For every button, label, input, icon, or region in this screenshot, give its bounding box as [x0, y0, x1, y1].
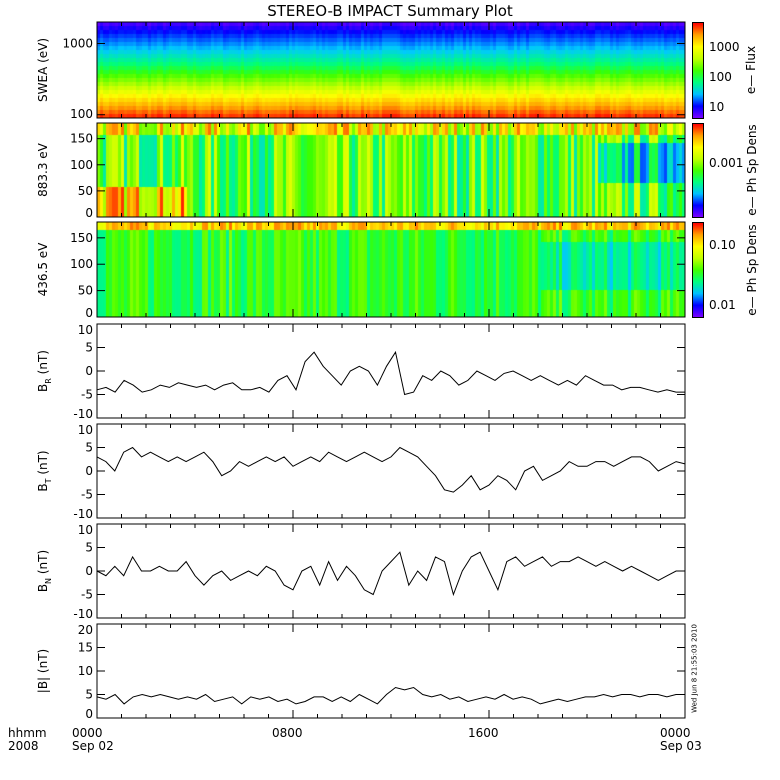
panel-frame: [96, 523, 686, 619]
y-tick-label: -5: [81, 488, 93, 502]
panel-frame: [96, 323, 686, 419]
y-tick-label: 10: [78, 664, 93, 678]
x-date-label: Sep 02: [72, 739, 114, 753]
pad-883-colorbar: [692, 123, 704, 218]
y-tick-label: -5: [81, 588, 93, 602]
y-tick-label: 0: [85, 707, 93, 721]
y-axis-label: 436.5 eV: [36, 242, 50, 297]
y-tick-label: 5: [85, 541, 93, 555]
y-tick-label: 50: [78, 284, 93, 298]
y-tick-label: 0: [85, 464, 93, 478]
y-tick-label: 100: [70, 158, 93, 172]
x-row1-label: hhmm: [8, 726, 47, 740]
y-axis-label: SWEA (eV): [36, 38, 50, 102]
pad-436-colorbar: [692, 222, 704, 318]
cbar-tick: 0.10: [709, 238, 736, 252]
pad-436-spectrogram: [97, 222, 685, 317]
x-tick-label: 1600: [468, 726, 499, 740]
y-tick-label: 100: [70, 257, 93, 271]
x-row2-label: 2008: [8, 739, 39, 753]
panel-frame: [96, 623, 686, 719]
y-tick-label: 10: [78, 523, 93, 537]
x-tick-label: 0800: [272, 726, 303, 740]
y-tick-label: -5: [81, 388, 93, 402]
y-tick-label: 20: [78, 623, 93, 637]
bt-series-line: [96, 446, 686, 493]
y-axis-label: |B| (nT): [36, 649, 50, 693]
pad-883-spectrogram: [97, 123, 685, 217]
plot-title: STEREO-B IMPACT Summary Plot: [267, 2, 513, 20]
y-tick-label: -10: [73, 607, 93, 621]
cbar-tick: 0.01: [709, 298, 736, 312]
y-tick-label: 150: [70, 132, 93, 146]
y-tick-label: 0: [85, 564, 93, 578]
panel-frame: [96, 122, 686, 218]
x-tick-label: 0000: [660, 726, 691, 740]
panel-frame: [96, 21, 686, 119]
panel-frame: [96, 221, 686, 318]
y-tick-label: 100: [70, 107, 93, 121]
y-tick-label: 5: [85, 341, 93, 355]
y-tick-label: 0: [85, 206, 93, 220]
y-tick-label: 5: [85, 441, 93, 455]
y-tick-label: 0: [85, 306, 93, 320]
cbar-tick: 10: [709, 100, 725, 114]
y-tick-label: -10: [73, 407, 93, 421]
y-tick-label: 10: [78, 323, 93, 337]
cbar-tick: 1000: [709, 40, 740, 54]
y-tick-label: 1000: [62, 36, 93, 50]
y-tick-label: 50: [78, 184, 93, 198]
y-axis-label: 883.3 eV: [36, 142, 50, 197]
swea-colorbar: [692, 22, 704, 119]
y-axis-label: BT (nT): [36, 450, 53, 491]
x-tick-label: 0000: [72, 726, 103, 740]
y-tick-label: 10: [78, 423, 93, 437]
y-tick-label: 0: [85, 364, 93, 378]
y-tick-label: -10: [73, 507, 93, 521]
bmag-series-line: [96, 686, 685, 705]
y-axis-label: BR (nT): [36, 350, 53, 392]
cbar-tick: 100: [709, 70, 732, 84]
y-tick-label: 150: [70, 231, 93, 245]
cbar-tick: 0.001: [709, 156, 744, 170]
panel-frame: [96, 423, 686, 519]
y-tick-label: 15: [78, 641, 93, 655]
swea-spectrogram: [97, 22, 685, 118]
br-series-line: [96, 350, 685, 396]
y-tick-label: 5: [85, 688, 93, 702]
x-date-label: Sep 03: [660, 739, 702, 753]
y-axis-label: BN (nT): [36, 550, 53, 592]
bn-series-line: [96, 551, 685, 597]
